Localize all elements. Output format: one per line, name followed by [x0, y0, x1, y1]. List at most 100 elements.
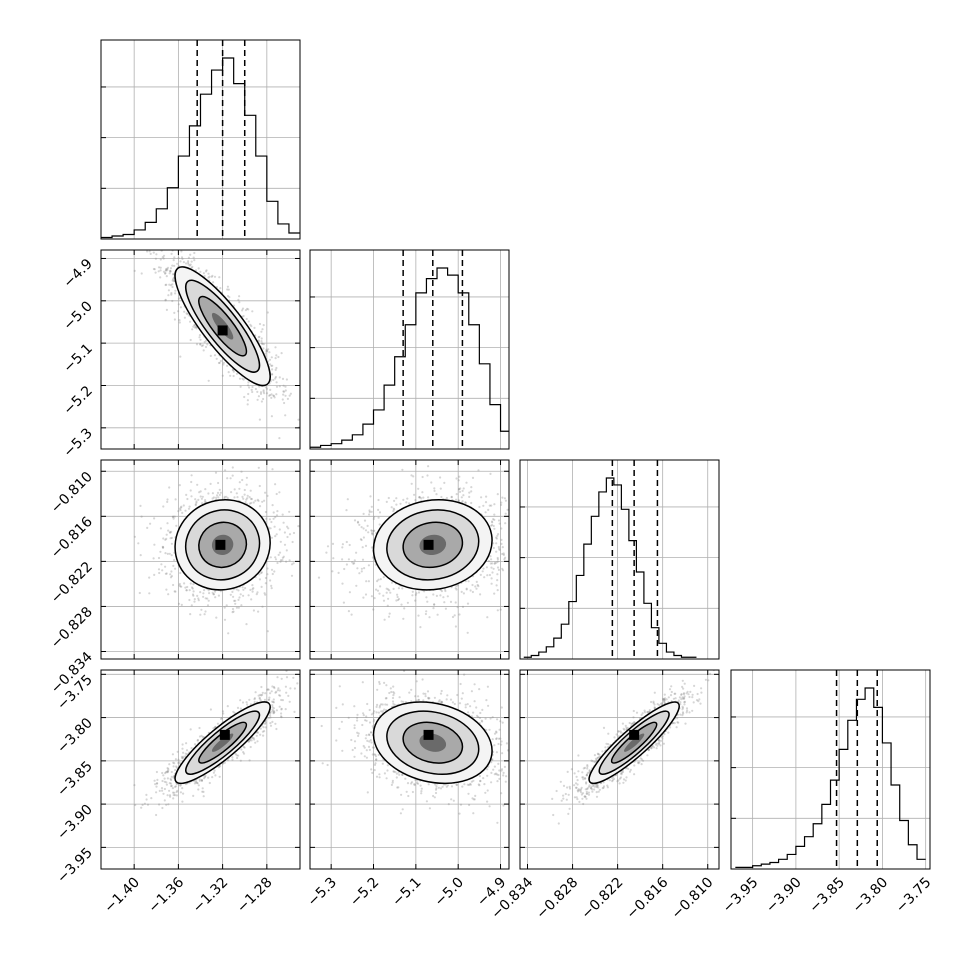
scatter-point	[165, 283, 168, 286]
scatter-point	[364, 593, 368, 596]
scatter-point	[272, 511, 275, 514]
scatter-point	[280, 352, 283, 355]
scatter-point	[260, 400, 263, 403]
scatter-point	[198, 334, 201, 337]
scatter-point	[454, 587, 457, 590]
scatter-point	[215, 357, 218, 360]
scatter-point	[161, 569, 164, 572]
scatter-point	[165, 588, 168, 591]
scatter-point	[397, 587, 400, 590]
scatter-point	[501, 496, 504, 499]
hist-panel-1	[309, 249, 510, 450]
scatter-point	[239, 385, 242, 388]
scatter-point	[173, 318, 176, 321]
scatter-point	[189, 613, 192, 616]
scatter-point	[455, 498, 458, 501]
scatter-point	[190, 604, 193, 607]
scatter-point	[495, 550, 498, 553]
scatter-point	[246, 497, 249, 500]
scatter-point	[164, 299, 167, 302]
scatter-point	[160, 563, 163, 566]
scatter-point	[199, 270, 202, 273]
scatter-point	[419, 626, 422, 629]
scatter-point	[386, 604, 389, 607]
scatter-point	[273, 570, 276, 573]
scatter-point	[179, 355, 182, 358]
scatter-point	[496, 589, 499, 592]
scatter-point	[486, 574, 489, 577]
hist-3-steps	[735, 687, 926, 868]
scatter-point	[177, 602, 181, 605]
scatter-point	[261, 605, 264, 608]
scatter-point	[223, 495, 226, 498]
scatter-point	[168, 486, 171, 489]
scatter-point	[263, 499, 266, 502]
scatter-point	[190, 480, 193, 484]
scatter-point	[214, 596, 217, 599]
scatter-point	[195, 343, 199, 346]
scatter-point	[171, 285, 174, 289]
scatter-point	[270, 536, 274, 539]
scatter-point	[270, 396, 273, 399]
scatter-point	[478, 505, 481, 509]
scatter-point	[269, 388, 272, 391]
scatter-point	[281, 513, 284, 516]
scatter-point	[262, 343, 265, 346]
scatter-point	[149, 522, 152, 525]
scatter-point	[191, 587, 194, 590]
scatter-point	[164, 572, 167, 575]
scatter-point	[171, 299, 174, 303]
scatter-point	[356, 521, 360, 524]
scatter-point	[484, 511, 487, 514]
scatter-point	[164, 565, 167, 568]
scatter-point	[180, 256, 184, 259]
scatter-point	[414, 499, 417, 502]
scatter-point	[140, 515, 143, 518]
scatter-point	[458, 488, 461, 491]
scatter-point	[192, 594, 195, 597]
scatter-point	[148, 592, 151, 595]
scatter-point	[270, 520, 273, 524]
scatter-point	[290, 563, 294, 566]
scatter-point	[282, 393, 285, 396]
scatter-point	[164, 283, 167, 287]
scatter-point	[229, 593, 232, 596]
scatter-point	[291, 540, 294, 544]
scatter-point	[259, 391, 263, 394]
scatter-point	[482, 504, 485, 507]
scatter-point	[345, 540, 348, 544]
scatter-point	[133, 535, 136, 538]
scatter-point	[403, 607, 406, 610]
scatter-point	[341, 546, 344, 549]
scatter-point	[262, 390, 265, 393]
scatter-point	[455, 584, 458, 588]
scatter-point	[231, 607, 235, 611]
scatter-point	[360, 538, 363, 542]
scatter-point	[265, 350, 268, 353]
scatter-point	[261, 328, 264, 331]
scatter-point	[173, 590, 176, 593]
scatter-point	[275, 393, 278, 396]
scatter-point	[502, 552, 505, 555]
scatter-point	[455, 493, 458, 496]
scatter-point	[154, 257, 157, 260]
scatter-point	[244, 587, 247, 590]
scatter-point	[152, 234, 154, 236]
scatter-point	[223, 618, 227, 621]
scatter-point	[164, 298, 167, 301]
scatter-point	[244, 309, 247, 312]
scatter-point	[231, 590, 234, 594]
scatter-point	[395, 503, 398, 506]
scatter-point	[165, 275, 168, 278]
scatter-point	[216, 491, 220, 494]
scatter-point	[375, 588, 378, 591]
scatter-point	[376, 580, 379, 583]
scatter-point	[257, 610, 260, 613]
scatter-point	[198, 336, 201, 339]
scatter-point	[189, 582, 192, 585]
contour-line-0	[174, 266, 271, 387]
scatter-point	[493, 592, 496, 595]
scatter-point	[445, 496, 448, 500]
scatter-point	[278, 551, 282, 554]
scatter-point	[490, 566, 493, 569]
